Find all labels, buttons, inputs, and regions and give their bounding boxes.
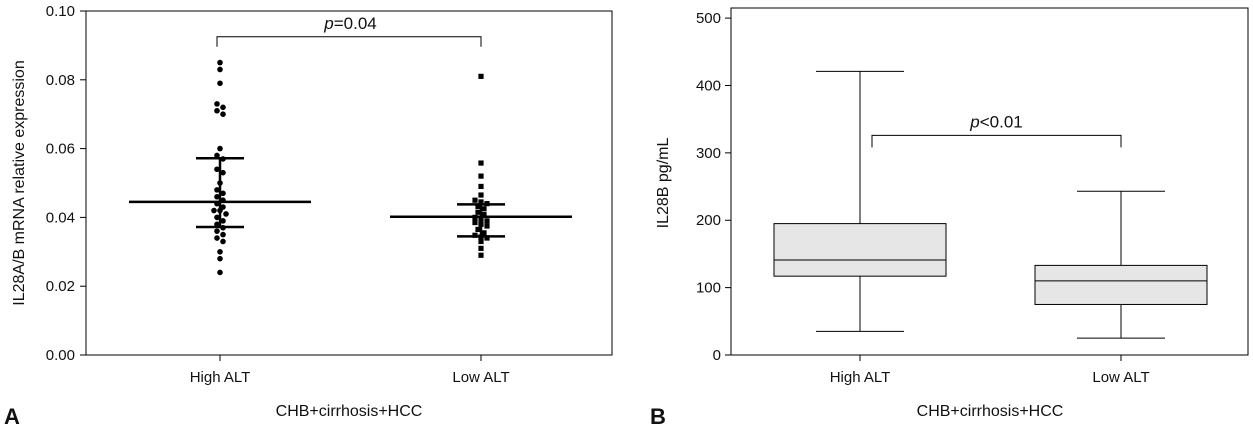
chart-b-y-tick-label: 0: [713, 347, 721, 364]
chart-a-y-tick-label: 0.06: [46, 141, 75, 158]
chart-b-panel-letter: B: [650, 404, 666, 429]
chart-a-point: [481, 206, 487, 212]
chart-a-point: [472, 197, 478, 203]
chart-b-y-tick-label: 500: [696, 10, 721, 27]
chart-b-x-tick-label: High ALT: [830, 369, 891, 386]
chart-a-point: [478, 199, 484, 205]
chart-a-y-tick-label: 0.00: [46, 347, 75, 364]
chart-a-point: [220, 238, 226, 245]
chart-a-point: [220, 218, 226, 224]
chart-a-point: [475, 209, 481, 215]
chart-a-point: [214, 166, 220, 173]
chart-b-y-tick-label: 300: [696, 145, 721, 162]
chart-a-point: [217, 145, 223, 152]
chart-a-point: [214, 101, 220, 107]
chart-b-boxes: [773, 70, 1208, 339]
chart-a-x-tick-label: Low ALT: [452, 369, 509, 386]
chart-a-point: [475, 226, 481, 233]
chart-b-y-ticks: 0 100 200 300 400 500: [696, 10, 731, 364]
chart-a-point: [217, 66, 223, 73]
chart-b-y-tick-label: 200: [696, 212, 721, 229]
chart-a-point: [220, 111, 226, 117]
chart-a-y-label: IL28A/B mRNA relative expression: [11, 60, 28, 305]
chart-a-point: [478, 160, 484, 166]
chart-a-x-ticks: High ALT Low ALT: [190, 355, 510, 386]
chart-a-point: [484, 218, 490, 224]
chart-a-y-tick-label: 0.02: [46, 278, 75, 295]
chart-a-point: [472, 219, 478, 226]
chart-a-x-tick-label: High ALT: [190, 369, 251, 386]
chart-b-box: [1034, 264, 1208, 305]
chart-a-y-tick-label: 0.10: [46, 3, 75, 20]
chart-b-bracket: [871, 134, 1122, 148]
chart-a-y-tick-label: 0.08: [46, 72, 75, 89]
chart-a-points: [211, 59, 490, 276]
chart-a-point: [217, 59, 223, 66]
chart-a-x-label: CHB+cirrhosis+HCC: [276, 403, 423, 420]
chart-a-point: [478, 192, 484, 198]
chart-a-summary-lines: [129, 156, 572, 238]
chart-b-p-value: p<0.01: [969, 112, 1022, 131]
chart-a-point: [478, 245, 484, 251]
chart-b-frame: [730, 7, 1249, 356]
chart-a-point: [214, 221, 220, 228]
chart-a-point: [481, 212, 487, 218]
chart-b-y-tick-label: 100: [696, 280, 721, 297]
chart-a-point: [214, 152, 220, 159]
chart-a-point: [484, 235, 490, 241]
chart-a-point: [484, 223, 490, 229]
chart-a-point: [478, 73, 484, 79]
chart-a-p-value: p=0.04: [323, 14, 376, 33]
chart-a-point: [214, 193, 220, 200]
chart-a: 0.00 0.02 0.04 0.06 0.08 0.10 High ALT Low ALT…: [4, 3, 613, 429]
chart-a-point: [214, 228, 220, 234]
chart-a-point: [481, 230, 487, 236]
chart-b-y-label: IL28B pg/mL: [655, 138, 672, 229]
chart-a-point: [478, 173, 484, 179]
chart-a-frame: [85, 10, 613, 356]
chart-a-point: [217, 255, 223, 262]
chart-b-box: [773, 223, 947, 277]
chart-a-point: [223, 211, 229, 217]
chart-b-x-ticks: High ALT Low ALT: [830, 355, 1150, 386]
chart-a-point: [220, 190, 226, 197]
chart-a-point: [478, 183, 484, 190]
chart-b-y-tick-label: 400: [696, 77, 721, 94]
chart-a-point: [214, 235, 220, 241]
chart-b-significance: p<0.01: [871, 112, 1122, 148]
chart-a-significance: p=0.04: [216, 14, 482, 47]
chart-a-point: [217, 249, 223, 255]
chart-a-point: [475, 203, 481, 209]
chart-a-y-tick-label: 0.04: [46, 209, 75, 226]
chart-a-point: [220, 104, 226, 111]
chart-a-bracket: [216, 36, 482, 47]
chart-a-point: [220, 231, 226, 238]
chart-a-panel-letter: A: [4, 404, 20, 429]
chart-a-point: [478, 252, 484, 258]
chart-a-point: [214, 187, 220, 193]
chart-a-point: [220, 169, 226, 176]
chart-a-point: [211, 207, 217, 214]
chart-b-x-tick-label: Low ALT: [1092, 369, 1149, 386]
chart-b-x-label: CHB+cirrhosis+HCC: [917, 403, 1064, 420]
chart-a-point: [214, 214, 220, 221]
chart-a-point: [217, 80, 223, 87]
chart-a-y-ticks: 0.00 0.02 0.04 0.06 0.08 0.10: [46, 3, 86, 364]
chart-a-point: [214, 107, 220, 114]
chart-a-point: [217, 269, 223, 276]
chart-a-point: [478, 238, 484, 245]
